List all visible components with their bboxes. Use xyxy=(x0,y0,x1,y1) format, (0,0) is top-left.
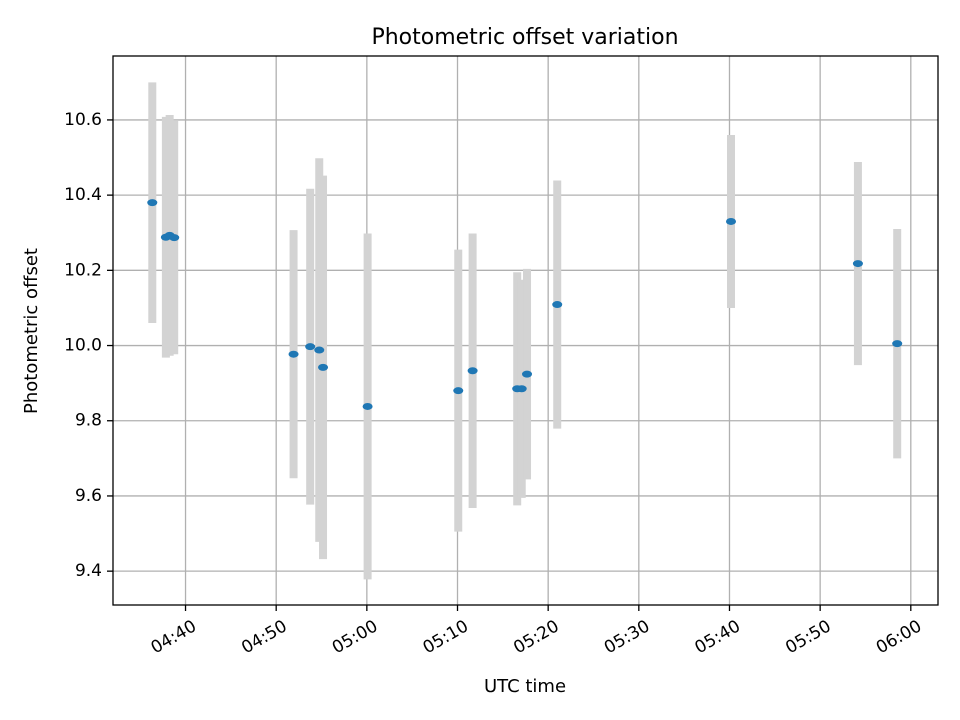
data-point xyxy=(852,260,863,268)
data-points xyxy=(147,199,903,410)
y-tick-label: 9.8 xyxy=(75,411,102,431)
data-point xyxy=(522,370,533,378)
data-point xyxy=(453,387,464,395)
plot-frame xyxy=(112,55,939,606)
data-point xyxy=(892,340,903,348)
data-point xyxy=(305,343,316,351)
data-point xyxy=(318,363,329,371)
y-tick-label: 10.0 xyxy=(64,336,102,356)
data-point xyxy=(362,402,373,410)
y-tick-label: 10.6 xyxy=(64,110,102,130)
y-axis: 9.4 9.6 9.8 10.0 10.2 10.4 10.6 xyxy=(64,110,113,581)
y-tick-label: 9.4 xyxy=(75,561,102,581)
x-axis-label: UTC time xyxy=(484,676,566,697)
data-point xyxy=(288,350,299,358)
y-tick-label: 10.4 xyxy=(64,185,102,205)
data-point xyxy=(169,234,180,242)
data-point xyxy=(552,301,563,309)
y-tick-label: 10.2 xyxy=(64,260,102,280)
data-point xyxy=(725,217,736,225)
y-tick-label: 9.6 xyxy=(75,486,102,506)
data-point xyxy=(147,199,158,207)
data-point xyxy=(314,346,325,354)
data-point xyxy=(516,385,527,393)
chart-title: Photometric offset variation xyxy=(371,25,678,50)
y-axis-label: Photometric offset xyxy=(21,248,42,414)
data-point xyxy=(467,367,478,375)
